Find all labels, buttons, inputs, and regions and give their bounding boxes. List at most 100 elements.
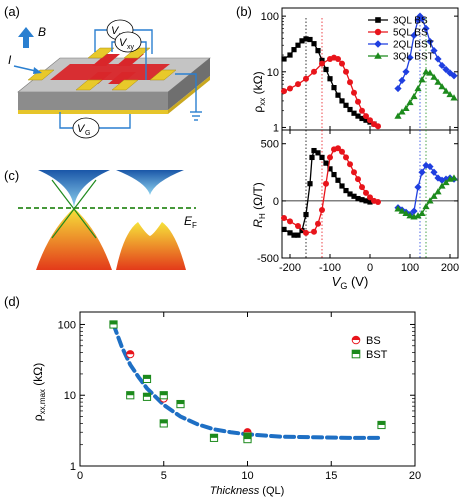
b-top-point [323,66,329,73]
b-bottom-point [450,174,458,181]
legend-entry: 2QL BST [393,40,434,51]
b-top-ytick-label: 1 [273,122,279,134]
b-top-point [295,81,301,88]
b-top-point [438,83,446,90]
b-field-arrow [18,27,34,48]
b-bottom-point [343,187,349,194]
b-bottom-point [426,197,434,204]
b-bottom-point [422,202,430,210]
b-top-point [287,52,293,58]
d-xtick-label: 0 [77,470,83,482]
b-bottom-point [402,209,410,217]
hall-arm-3 [92,54,120,66]
b-bottom-point [410,207,418,215]
b-top-point [295,42,301,48]
wires [59,29,197,129]
b-bottom-point [375,199,381,205]
d-legend-marker [351,349,361,359]
panel-d: (d) 1 10 100 0 5 10 15 20 BS BST ρxx,max (kΩ) Th… [4,294,421,497]
b-bottom-xtick-label: 200 [441,262,459,274]
ground-icon [190,111,202,121]
b-bottom-point [367,199,373,205]
ef-sub: F [192,221,197,230]
plot-frame [281,7,459,131]
b-top-point [281,56,287,62]
b-bottom-point [339,183,345,189]
d-point [109,320,118,329]
b-bottom-point [303,211,309,218]
b-bottom-point [363,198,369,204]
b-bottom-point [299,227,305,234]
legend-entry: 3QL BS [393,16,428,27]
b-top-point [398,76,406,85]
d-legend-entry: BST [366,349,388,361]
b-top-point [299,38,305,44]
b-top-point [438,61,446,70]
b-top-point [422,24,430,33]
d-point [142,392,152,401]
panel-c-label: (c) [4,168,19,183]
d-xtick-label: 5 [161,470,167,482]
b-top-point [355,113,361,119]
d-ytick-label: 10 [64,390,76,402]
b-top-point [303,36,309,42]
legend-marker [374,28,382,36]
contacts [27,47,177,91]
b-top-point [406,53,414,62]
panel-b: (b) 1 10 100 -500 0 500 -200 -100 0 100 200 3QL B… [236,4,459,291]
b-top-point [426,69,434,76]
b-bottom-point [442,178,450,186]
d-xlabel: Thickness (QL) [210,485,285,497]
chart-d-legend: BS BST [351,335,388,361]
d-point [142,374,152,384]
b-bottom-point [311,147,317,154]
b-bottom-point [418,168,426,176]
d-ytick-label: 1 [70,461,76,473]
b-bottom-point [291,232,297,238]
b-top-point [355,98,361,105]
b-top-series-line [397,14,455,89]
hall-arm-2 [108,72,136,84]
b-bottom-xtick-label: -100 [319,262,341,274]
d-ylabel: ρxx,max (kΩ) [31,363,47,421]
b-bottom-point [327,166,333,172]
conduction-band-right [116,170,184,195]
b-bottom-point [281,215,287,221]
d-legend-marker [351,335,361,345]
b-top-point [430,47,438,55]
b-top-point [402,104,410,111]
b-top-point [319,57,325,64]
b-bottom-point [287,230,293,236]
b-bottom-point [414,212,422,219]
d-point [209,433,219,442]
legend-marker [375,17,381,23]
b-top-point [281,88,287,95]
b-top-point [339,60,345,67]
b-top-point [410,31,418,40]
b-top-point [450,94,458,101]
vxy-meter: V xy [114,31,142,53]
b-top-point [434,78,442,85]
gate-layer [18,110,168,114]
b-top-point [291,47,297,53]
b-bottom-xtick-label: -200 [279,262,301,274]
b-bottom-point [367,194,373,201]
b-top-point [442,87,450,94]
legend-marker [374,52,382,59]
d-point [126,391,135,400]
b-bottom-point [281,226,287,233]
b-bottom-point [394,205,402,212]
b-top-point [434,55,442,63]
b-top-point [430,73,438,80]
chart-b-bottom: -500 0 500 -200 -100 0 100 200 [257,129,459,274]
b-bottom-point [323,180,329,187]
b-top-point [347,79,353,86]
b-top-point [319,60,325,67]
b-top-ylabel: ρxx (kΩ) [251,71,267,112]
b-top-point [347,106,353,113]
b-top-point [303,75,309,82]
b-bottom-point [295,223,301,229]
d-point [243,434,252,444]
b-bottom-point [430,168,438,176]
